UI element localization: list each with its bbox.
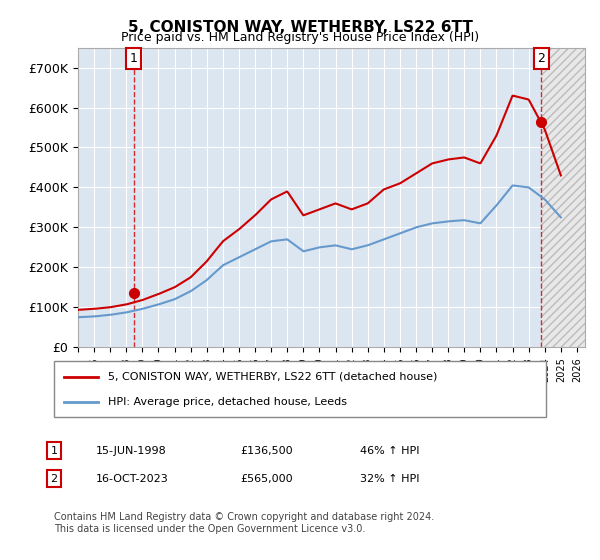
Text: 1: 1 — [50, 446, 58, 456]
Bar — [542, 48, 585, 347]
Text: 5, CONISTON WAY, WETHERBY, LS22 6TT: 5, CONISTON WAY, WETHERBY, LS22 6TT — [128, 20, 472, 35]
Text: £565,000: £565,000 — [240, 474, 293, 484]
Text: 1: 1 — [130, 52, 137, 65]
Text: Price paid vs. HM Land Registry's House Price Index (HPI): Price paid vs. HM Land Registry's House … — [121, 31, 479, 44]
Text: 15-JUN-1998: 15-JUN-1998 — [96, 446, 167, 456]
Text: 32% ↑ HPI: 32% ↑ HPI — [360, 474, 419, 484]
Text: 5, CONISTON WAY, WETHERBY, LS22 6TT (detached house): 5, CONISTON WAY, WETHERBY, LS22 6TT (det… — [108, 372, 437, 382]
FancyBboxPatch shape — [54, 361, 546, 417]
Text: 46% ↑ HPI: 46% ↑ HPI — [360, 446, 419, 456]
Text: £136,500: £136,500 — [240, 446, 293, 456]
Text: 16-OCT-2023: 16-OCT-2023 — [96, 474, 169, 484]
Text: 2: 2 — [538, 52, 545, 65]
Text: HPI: Average price, detached house, Leeds: HPI: Average price, detached house, Leed… — [108, 396, 347, 407]
Text: Contains HM Land Registry data © Crown copyright and database right 2024.
This d: Contains HM Land Registry data © Crown c… — [54, 512, 434, 534]
Text: 2: 2 — [50, 474, 58, 484]
